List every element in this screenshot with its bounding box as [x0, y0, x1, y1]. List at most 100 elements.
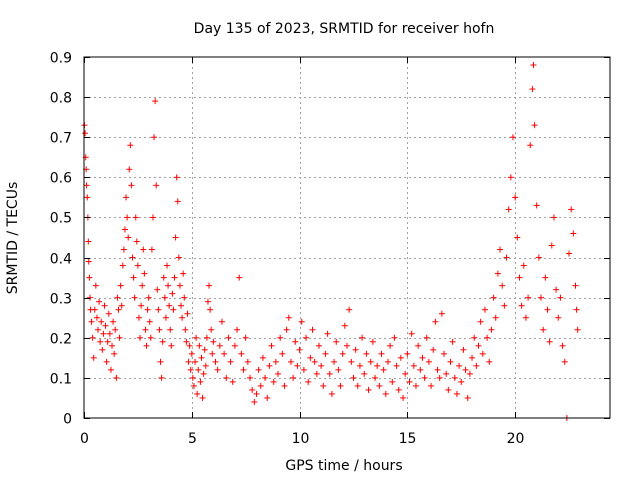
data-point: [125, 234, 132, 241]
x-tick-label: 0: [80, 431, 89, 447]
data-point: [216, 342, 223, 349]
data-point: [130, 274, 137, 281]
data-point: [168, 342, 175, 349]
data-point: [354, 382, 361, 389]
data-point: [419, 354, 426, 361]
data-point: [203, 334, 210, 341]
data-point: [527, 142, 534, 149]
data-point: [221, 350, 228, 357]
data-point: [253, 390, 260, 397]
data-point: [184, 310, 191, 317]
data-point: [290, 374, 297, 381]
data-point: [303, 334, 310, 341]
data-point: [356, 362, 363, 369]
data-point: [214, 366, 221, 373]
data-point: [88, 318, 95, 325]
data-point: [98, 318, 105, 325]
data-point: [367, 358, 374, 365]
data-point: [456, 362, 463, 369]
data-point: [142, 326, 149, 333]
data-point: [514, 234, 521, 241]
data-point: [223, 374, 230, 381]
data-point: [499, 282, 506, 289]
data-point: [114, 294, 121, 301]
data-point: [240, 366, 247, 373]
data-point: [127, 142, 134, 149]
plot-frame: [83, 56, 611, 419]
data-point: [178, 302, 185, 309]
data-point: [387, 342, 394, 349]
data-point: [475, 342, 482, 349]
data-point: [170, 306, 177, 313]
data-point: [359, 334, 366, 341]
data-point: [412, 382, 419, 389]
data-point: [555, 314, 562, 321]
data-point: [116, 334, 123, 341]
data-point: [438, 310, 445, 317]
data-point: [283, 326, 290, 333]
data-point: [146, 318, 153, 325]
data-point: [415, 342, 422, 349]
data-point: [180, 270, 187, 277]
data-point: [148, 246, 155, 253]
data-point: [402, 370, 409, 377]
data-point: [417, 366, 424, 373]
data-point: [425, 358, 432, 365]
data-point: [473, 362, 480, 369]
data-point: [486, 358, 493, 365]
data-point: [380, 366, 387, 373]
data-point: [196, 342, 203, 349]
data-point: [107, 366, 114, 373]
data-point: [542, 274, 549, 281]
data-point: [174, 198, 181, 205]
data-point: [494, 270, 501, 277]
data-point: [481, 306, 488, 313]
data-point: [292, 338, 299, 345]
data-point: [509, 134, 516, 141]
data-point: [189, 374, 196, 381]
data-point: [183, 338, 190, 345]
data-point: [200, 370, 207, 377]
data-point: [194, 390, 201, 397]
data-point: [202, 362, 209, 369]
data-point: [421, 374, 428, 381]
data-point: [447, 358, 454, 365]
data-point: [395, 386, 402, 393]
data-point: [337, 382, 344, 389]
data-point: [172, 234, 179, 241]
data-point: [525, 294, 532, 301]
data-point: [530, 62, 537, 69]
data-point: [102, 322, 109, 329]
data-points: [81, 62, 581, 421]
data-point: [244, 358, 251, 365]
data-point: [531, 122, 538, 129]
data-point: [363, 350, 370, 357]
data-point: [507, 174, 514, 181]
data-point: [553, 286, 560, 293]
data-point: [430, 346, 437, 353]
data-point: [117, 282, 124, 289]
data-point: [123, 194, 130, 201]
data-point: [344, 342, 350, 349]
y-tick-label: 0.3: [50, 292, 72, 308]
data-point: [201, 346, 208, 353]
data-point: [209, 350, 216, 357]
data-point: [149, 214, 156, 221]
x-tick-label: 20: [507, 431, 525, 447]
data-point: [406, 378, 413, 385]
data-point: [242, 334, 249, 341]
x-tick-label: 15: [399, 431, 417, 447]
data-point: [129, 254, 136, 261]
data-point: [466, 370, 473, 377]
data-point: [428, 382, 435, 389]
y-tick-labels: 0 0.1 0.2 0.3 0.4 0.5 0.6 0.7 0.8 0.9: [50, 51, 72, 428]
data-point: [346, 306, 353, 313]
data-point: [155, 306, 162, 313]
data-point: [281, 382, 288, 389]
data-point: [139, 282, 146, 289]
data-point: [176, 282, 183, 289]
data-point: [121, 226, 128, 233]
data-point: [503, 254, 510, 261]
data-point: [257, 382, 264, 389]
